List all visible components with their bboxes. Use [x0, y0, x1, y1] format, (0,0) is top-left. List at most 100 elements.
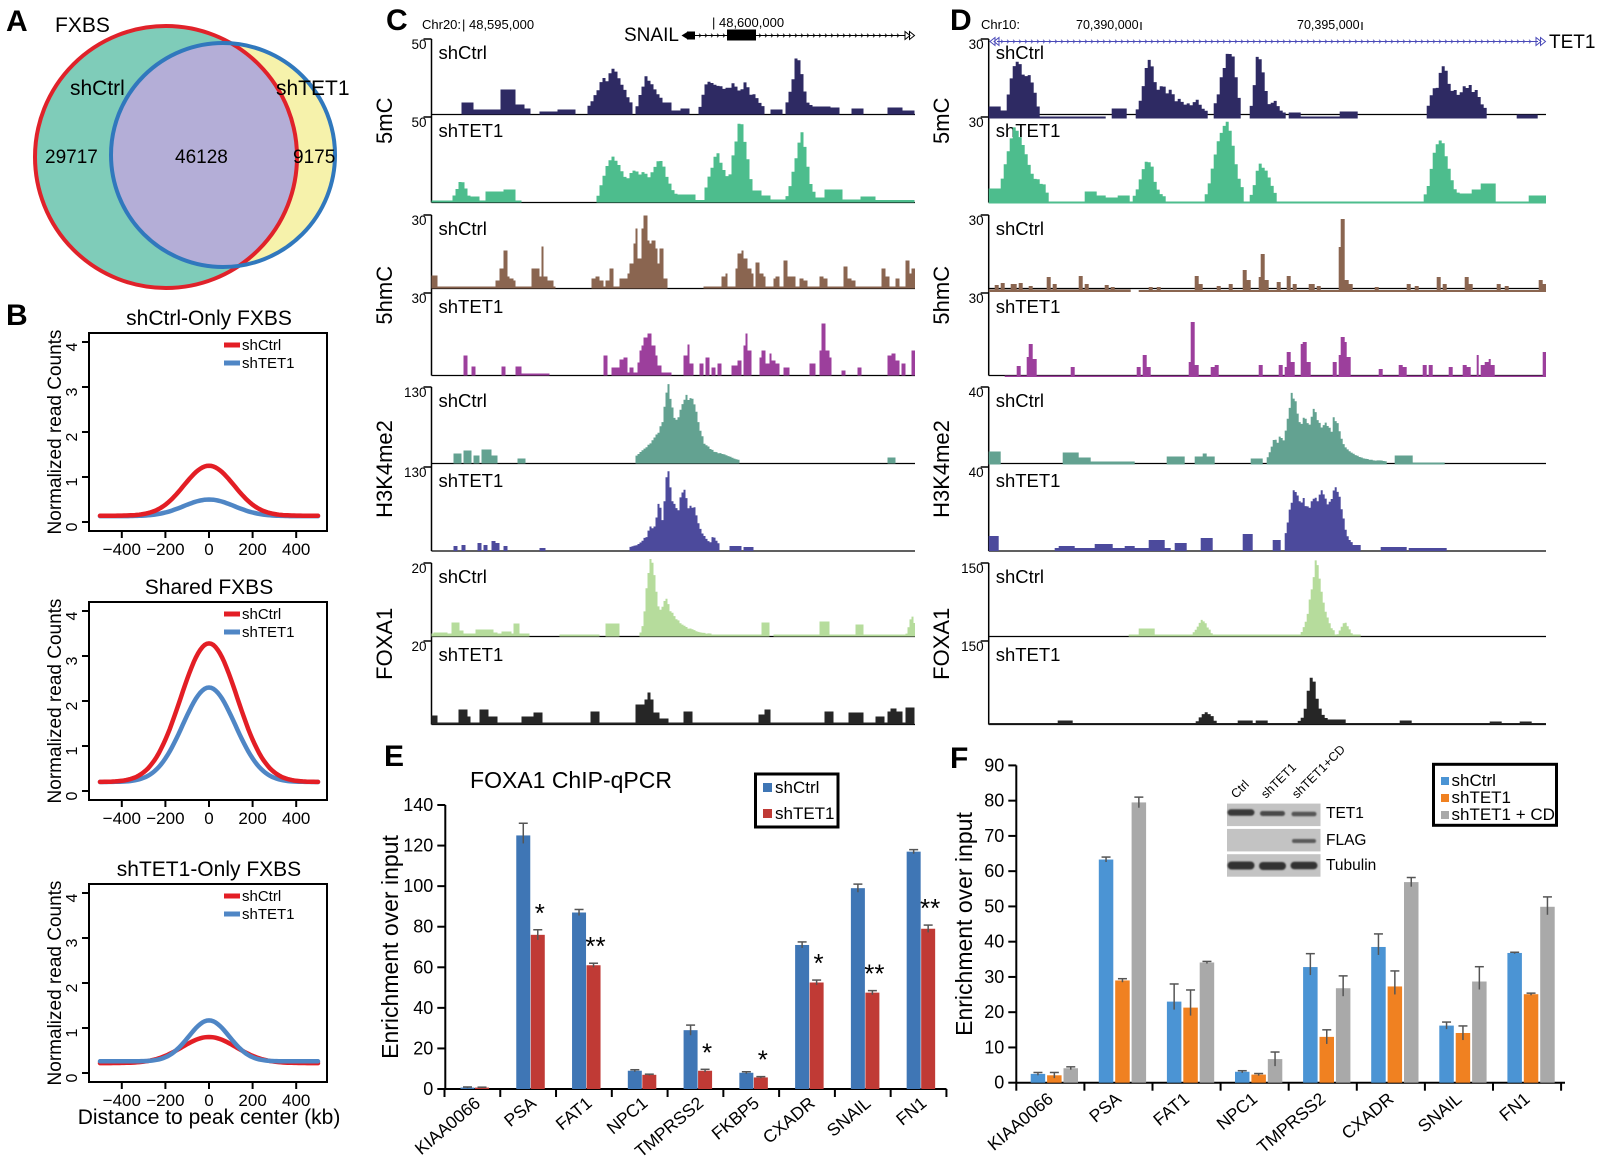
svg-text:80: 80 [413, 917, 433, 937]
svg-text:SNAIL: SNAIL [624, 25, 679, 46]
svg-text:70,390,000: 70,390,000 [1076, 18, 1139, 32]
svg-text:shCtrl: shCtrl [996, 218, 1044, 239]
svg-text:−400: −400 [103, 809, 141, 828]
svg-text:shTET1: shTET1 [996, 644, 1061, 665]
svg-text:Shared FXBS: Shared FXBS [145, 576, 273, 599]
svg-text:20: 20 [984, 1002, 1004, 1022]
svg-text:shCtrl: shCtrl [242, 888, 281, 905]
svg-text:shTET1: shTET1 [996, 120, 1061, 141]
svg-text:0: 0 [64, 791, 81, 800]
svg-text:200: 200 [238, 1091, 266, 1110]
svg-text:5mC: 5mC [372, 97, 397, 144]
svg-text:shTET1-Only FXBS: shTET1-Only FXBS [117, 858, 301, 881]
svg-text:shTET1: shTET1 [242, 624, 295, 641]
svg-text:*: * [702, 1037, 712, 1067]
svg-text:30: 30 [969, 37, 984, 52]
svg-text:20: 20 [413, 1038, 433, 1058]
svg-text:30: 30 [969, 115, 984, 130]
svg-text:40: 40 [984, 932, 1004, 952]
svg-text:30: 30 [969, 291, 984, 306]
svg-text:D: D [950, 4, 972, 37]
svg-text:400: 400 [282, 540, 310, 559]
svg-text:shTET1: shTET1 [775, 804, 835, 823]
svg-text:shTET1: shTET1 [439, 120, 504, 141]
svg-text:FLAG: FLAG [1326, 832, 1366, 849]
svg-text:Distance to peak center (kb): Distance to peak center (kb) [78, 1106, 341, 1129]
svg-text:40: 40 [413, 998, 433, 1018]
svg-text:0: 0 [204, 809, 213, 828]
svg-text:*: * [758, 1045, 768, 1075]
svg-text:40: 40 [969, 465, 984, 480]
svg-text:shCtrl: shCtrl [439, 218, 487, 239]
svg-text:shTET1: shTET1 [996, 296, 1061, 317]
svg-text:20: 20 [411, 561, 426, 576]
svg-text:50: 50 [984, 896, 1004, 916]
svg-text:Chr10:: Chr10: [981, 17, 1020, 32]
svg-text:400: 400 [282, 809, 310, 828]
svg-text:−400: −400 [103, 1091, 141, 1110]
svg-text:3: 3 [64, 656, 81, 665]
svg-text:150: 150 [961, 639, 984, 654]
svg-text:1: 1 [64, 746, 81, 755]
svg-text:shCtrl: shCtrl [242, 606, 281, 623]
svg-text:**: ** [920, 893, 940, 923]
svg-text:4: 4 [64, 611, 81, 620]
svg-text:FOXA1 ChIP-qPCR: FOXA1 ChIP-qPCR [470, 767, 672, 793]
svg-text:2: 2 [64, 432, 81, 441]
svg-text:shCtrl: shCtrl [439, 566, 487, 587]
svg-text:0: 0 [423, 1079, 433, 1099]
svg-text:shCtrl: shCtrl [70, 77, 125, 100]
svg-text:shTET1: shTET1 [1452, 788, 1512, 807]
svg-text:H3K4me2: H3K4me2 [929, 420, 954, 518]
svg-text:Chr20:: Chr20: [422, 17, 461, 32]
svg-text:F: F [950, 742, 968, 775]
svg-text:shTET1: shTET1 [439, 644, 504, 665]
svg-text:FOXA1: FOXA1 [372, 608, 397, 680]
svg-text:shCtrl: shCtrl [439, 42, 487, 63]
svg-text:shTET1: shTET1 [439, 296, 504, 317]
svg-text:TET1: TET1 [1549, 32, 1595, 53]
svg-text:shCtrl-Only FXBS: shCtrl-Only FXBS [126, 307, 292, 330]
svg-text:shTET1: shTET1 [996, 470, 1061, 491]
svg-text:FOXA1: FOXA1 [929, 608, 954, 680]
svg-text:1: 1 [64, 1028, 81, 1037]
svg-text:A: A [6, 5, 28, 38]
svg-text:2: 2 [64, 701, 81, 710]
svg-text:100: 100 [403, 876, 433, 896]
svg-text:4: 4 [64, 342, 81, 351]
svg-text:70: 70 [984, 826, 1004, 846]
svg-text:B: B [6, 299, 28, 332]
svg-text:5mC: 5mC [929, 97, 954, 144]
svg-text:3: 3 [64, 938, 81, 947]
svg-text:60: 60 [984, 861, 1004, 881]
svg-text:60: 60 [413, 957, 433, 977]
svg-text:| 48,595,000: | 48,595,000 [462, 17, 534, 32]
svg-text:−400: −400 [103, 540, 141, 559]
svg-text:E: E [384, 740, 404, 773]
svg-text:0: 0 [64, 1073, 81, 1082]
svg-text:29717: 29717 [45, 147, 98, 168]
svg-text:**: ** [585, 931, 605, 961]
svg-text:shTET1: shTET1 [439, 470, 504, 491]
svg-text:200: 200 [238, 540, 266, 559]
svg-text:150: 150 [961, 561, 984, 576]
svg-text:shTET1 + CD: shTET1 + CD [1452, 805, 1555, 824]
svg-text:Enrichment over input: Enrichment over input [951, 812, 977, 1036]
svg-text:shTET1: shTET1 [276, 77, 350, 100]
svg-text:H3K4me2: H3K4me2 [372, 420, 397, 518]
svg-text:0: 0 [994, 1073, 1004, 1093]
svg-text:50: 50 [411, 115, 426, 130]
svg-text:30: 30 [411, 291, 426, 306]
svg-text:130: 130 [404, 465, 427, 480]
svg-text:400: 400 [282, 1091, 310, 1110]
svg-text:shCtrl: shCtrl [1452, 771, 1496, 790]
svg-text:70,395,000: 70,395,000 [1297, 18, 1360, 32]
svg-text:9175: 9175 [293, 147, 335, 168]
svg-text:| 48,600,000: | 48,600,000 [712, 15, 784, 30]
svg-text:−200: −200 [146, 809, 184, 828]
svg-text:−200: −200 [146, 540, 184, 559]
svg-text:30: 30 [969, 213, 984, 228]
svg-text:30: 30 [411, 213, 426, 228]
svg-text:Normalized read Counts: Normalized read Counts [45, 599, 66, 804]
svg-text:TET1: TET1 [1326, 805, 1364, 822]
